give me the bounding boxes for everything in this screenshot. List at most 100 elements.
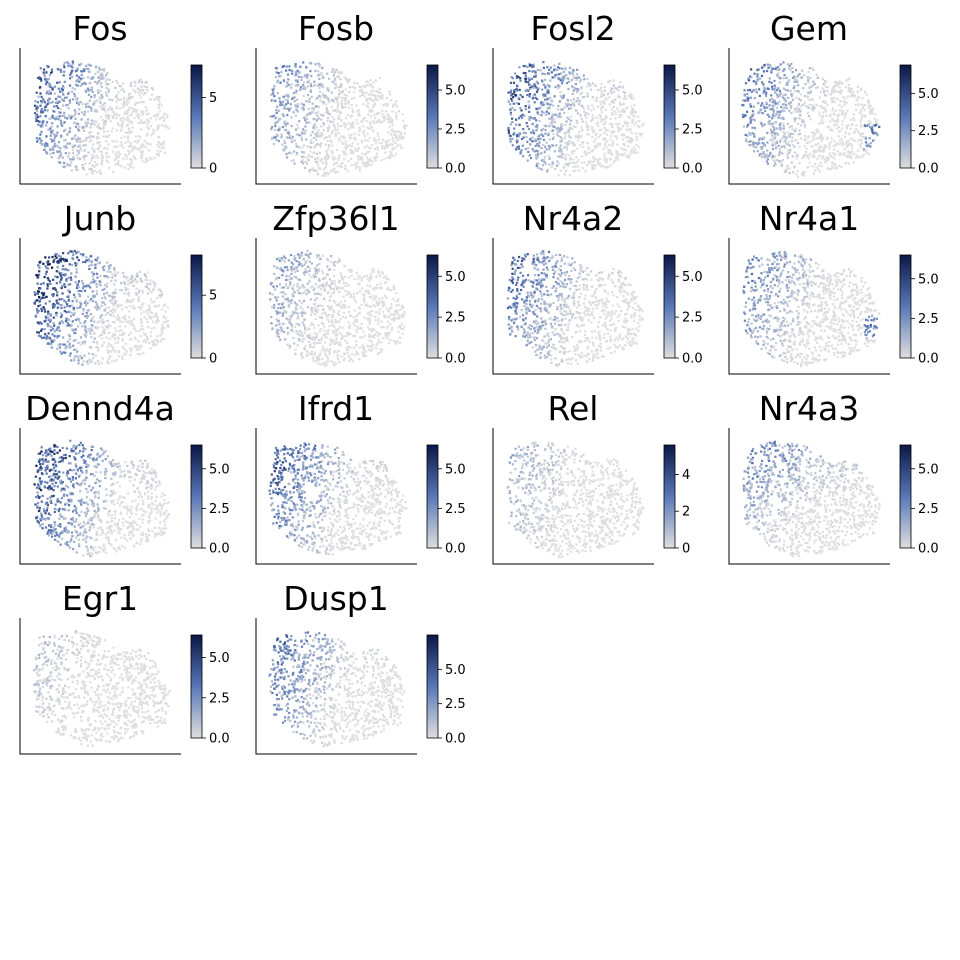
scatter-point [545, 110, 548, 113]
scatter-point [774, 101, 777, 105]
scatter-point [82, 144, 85, 147]
scatter-point [140, 120, 143, 123]
scatter-point [863, 124, 866, 128]
scatter-point [129, 142, 133, 145]
scatter-point [139, 334, 142, 337]
scatter-point [286, 122, 289, 125]
scatter-point [123, 352, 126, 355]
scatter-point [841, 110, 844, 113]
scatter-point [56, 347, 59, 350]
scatter-point [97, 346, 100, 349]
scatter-point [367, 102, 370, 105]
scatter-point [868, 137, 871, 140]
scatter-point [305, 121, 308, 124]
scatter-point [69, 65, 72, 68]
scatter-point [105, 140, 108, 143]
scatter-point [401, 304, 404, 307]
scatter-point [156, 340, 159, 343]
scatter-point [753, 150, 756, 153]
scatter-point [827, 156, 830, 159]
scatter-point [145, 341, 148, 344]
scatter-point [112, 333, 115, 336]
scatter-point [327, 89, 330, 92]
scatter-point [44, 273, 48, 276]
scatter-point [547, 134, 550, 137]
scatter-point [133, 117, 136, 120]
scatter-point [111, 311, 114, 314]
scatter-point [811, 104, 814, 107]
scatter-point [140, 110, 143, 113]
scatter-point [796, 105, 799, 109]
scatter-point [349, 126, 352, 129]
scatter-point [97, 320, 100, 323]
scatter-point [772, 136, 775, 139]
scatter-point [865, 93, 868, 96]
scatter-point [98, 145, 101, 149]
scatter-point [57, 261, 60, 265]
scatter-point [587, 126, 590, 129]
scatter-point [101, 96, 104, 99]
scatter-point [591, 96, 594, 99]
scatter-point [73, 312, 76, 315]
scatter-point [94, 72, 97, 75]
scatter-point [373, 104, 376, 107]
scatter-point [121, 143, 124, 146]
scatter-point [745, 138, 748, 141]
scatter-point [825, 86, 828, 89]
scatter-point [83, 315, 87, 318]
scatter-point [357, 109, 361, 112]
scatter-point [90, 359, 93, 362]
scatter-point [336, 105, 339, 108]
scatter-point [803, 125, 806, 128]
scatter-point [604, 116, 607, 119]
scatter-point [68, 342, 71, 345]
scatter-point [752, 89, 755, 92]
scatter-point [42, 294, 45, 297]
scatter-point [614, 117, 617, 120]
scatter-point [80, 70, 83, 73]
scatter-point [101, 337, 104, 340]
scatter-point [36, 331, 39, 334]
scatter-point [117, 304, 120, 307]
scatter-point [568, 161, 571, 164]
scatter-point [828, 147, 831, 150]
scatter-point [327, 154, 330, 157]
scatter-point [90, 168, 94, 171]
scatter-point [509, 140, 512, 143]
scatter-point [70, 90, 74, 93]
scatter-point [74, 328, 77, 331]
scatter-point [808, 103, 811, 106]
scatter-point [286, 81, 289, 84]
scatter-point [381, 120, 384, 124]
scatter-point [337, 95, 340, 98]
scatter-point [832, 144, 835, 147]
scatter-point [336, 96, 339, 99]
scatter-point [146, 123, 149, 126]
scatter-point [365, 99, 368, 102]
scatter-point [762, 65, 765, 68]
scatter-point [592, 164, 595, 167]
scatter-point [867, 102, 870, 105]
scatter-point [755, 80, 758, 84]
scatter-point [796, 74, 799, 77]
scatter-point [62, 99, 65, 102]
scatter-point [595, 96, 598, 99]
scatter-point [586, 104, 590, 108]
scatter-point [536, 126, 539, 129]
scatter-point [51, 266, 54, 269]
scatter-point [45, 104, 48, 107]
scatter-point [318, 135, 321, 138]
scatter-point [142, 351, 145, 354]
scatter-point [336, 86, 339, 89]
scatter-point [391, 110, 394, 113]
scatter-point [148, 127, 151, 130]
scatter-point [627, 156, 630, 159]
scatter-point [44, 302, 47, 305]
scatter-point [340, 96, 343, 99]
scatter-point [60, 70, 63, 73]
scatter-point [283, 139, 286, 142]
scatter-point [139, 308, 142, 311]
scatter-point [558, 146, 561, 149]
scatter-point [370, 144, 374, 147]
scatter-point [769, 152, 772, 155]
